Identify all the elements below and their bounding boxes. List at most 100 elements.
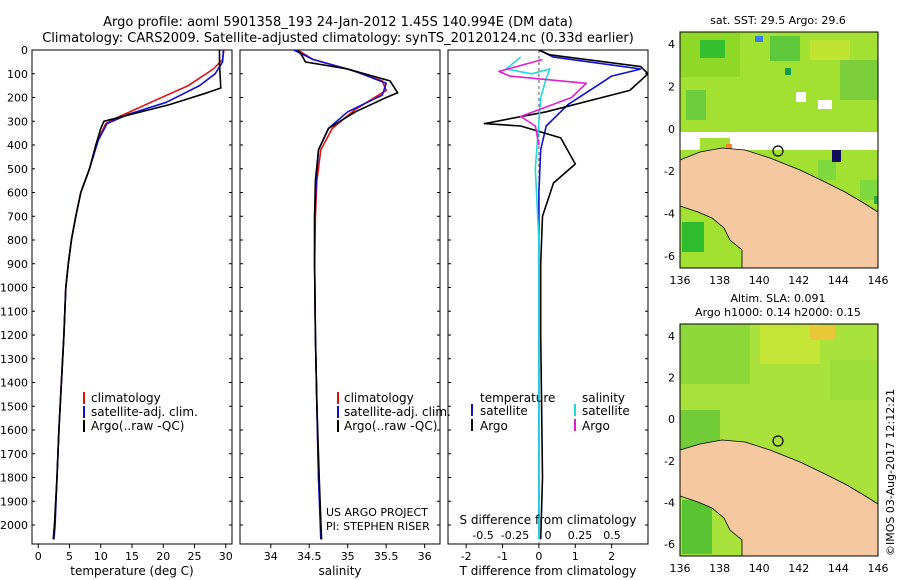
map-lon-label: 136: [670, 274, 691, 287]
legend-label: Argo(..raw -QC): [344, 419, 437, 433]
legend-label: satellite: [480, 404, 528, 418]
s-tick-label: 0.25: [568, 529, 593, 542]
sst-patch: [832, 150, 841, 162]
sla-patch: [830, 360, 878, 400]
depth-tick-label: 900: [7, 258, 28, 271]
sst-patch: [700, 40, 725, 58]
series-argo-raw-qc-: [52, 50, 222, 540]
depth-tick-label: 1600: [0, 424, 28, 437]
salinity-legend: climatology satellite-adj. clim. Argo(..…: [337, 391, 451, 433]
map-lat-label: -6: [664, 538, 675, 551]
sst-patch: [686, 90, 706, 120]
figure-subtitle: Climatology: CARS2009. Satellite-adjuste…: [42, 31, 634, 46]
salinity-panel: [239, 49, 441, 545]
depth-tick-label: 1200: [0, 329, 28, 342]
map-lon-label: 142: [788, 274, 809, 287]
imos-timestamp: ©IMOS 03-Aug-2017 12:12:21: [884, 389, 897, 556]
argo-location-marker: [772, 435, 784, 447]
sla-map-title: Altim. SLA: 0.091: [730, 292, 825, 305]
s-difference-axis-label: S difference from climatology: [460, 513, 637, 527]
sla-map-frame: [679, 323, 879, 557]
map-lon-label: 146: [868, 562, 889, 575]
map-lat-label: -4: [664, 208, 675, 221]
x-tick-label: 10: [94, 550, 108, 563]
series-climatology: [297, 50, 388, 540]
x-tick-label: 35.5: [374, 550, 399, 563]
legend-label: satellite: [582, 404, 630, 418]
depth-tick-label: 2000: [0, 519, 28, 532]
x-tick-label: -2: [461, 550, 472, 563]
series-salinity-satellite: [505, 56, 551, 540]
s-tick-label: -0.5: [472, 529, 493, 542]
x-tick-label: 20: [156, 550, 170, 563]
sst-gap: [796, 92, 806, 102]
map-lat-label: -2: [664, 455, 675, 468]
x-tick-label: 36: [418, 550, 432, 563]
map-lon-label: 144: [828, 274, 849, 287]
x-tick-label: 15: [125, 550, 139, 563]
sst-patch: [785, 68, 791, 75]
series-salinity-argo: [498, 58, 588, 146]
difference-panel: [447, 49, 649, 545]
map-lat-label: 2: [668, 372, 675, 385]
map-lon-label: 140: [749, 274, 770, 287]
map-lat-label: 4: [668, 38, 675, 51]
sst-patch: [818, 160, 836, 180]
temperature-panel: [31, 49, 233, 545]
x-tick-label: 25: [188, 550, 202, 563]
series-argo-raw-qc-: [297, 50, 399, 540]
sst-patch: [860, 180, 878, 200]
series-satellite-adj-clim-: [293, 50, 388, 540]
sst-patch: [810, 40, 850, 60]
x-tick-label: 30: [219, 550, 233, 563]
legend-label: Argo(..raw -QC): [91, 419, 184, 433]
legend-label: satellite-adj. clim.: [344, 405, 451, 419]
legend-label: climatology: [91, 391, 161, 405]
difference-legend: temperature satellite Argo salinity sate…: [471, 391, 630, 433]
x-tick-label: 1: [572, 550, 579, 563]
x-tick-label: -1: [497, 550, 508, 563]
temperature-legend: climatology satellite-adj. clim. Argo(..…: [83, 391, 198, 433]
depth-tick-label: 1400: [0, 377, 28, 390]
depth-tick-label: 1900: [0, 495, 28, 508]
depth-tick-label: 700: [7, 210, 28, 223]
project-credit: US ARGO PROJECT: [326, 506, 428, 519]
sst-patch: [874, 196, 878, 204]
sst-patch: [840, 60, 878, 100]
legend-label: climatology: [344, 391, 414, 405]
argo-location-marker: [772, 145, 784, 157]
s-tick-label: 0.5: [603, 529, 621, 542]
legend-label: satellite-adj. clim.: [91, 405, 198, 419]
pi-credit: PI: STEPHEN RISER: [326, 520, 430, 533]
map-lat-label: -4: [664, 496, 675, 509]
s-tick-label: -0.25: [501, 529, 529, 542]
figure-title: Argo profile: aoml 5901358_193 24-Jan-20…: [103, 15, 573, 30]
legend-heading-temperature: temperature: [480, 391, 555, 405]
depth-tick-label: 0: [21, 44, 28, 57]
depth-tick-label: 600: [7, 187, 28, 200]
map-lat-label: 4: [668, 330, 675, 343]
x-tick-label: 0: [35, 550, 42, 563]
s-tick-label: 0: [545, 529, 552, 542]
series-satellite-adj-clim-: [53, 50, 225, 540]
map-lat-label: 2: [668, 80, 675, 93]
legend-heading-salinity: salinity: [582, 391, 625, 405]
series-temperature-satellite: [538, 50, 642, 540]
map-lon-label: 136: [670, 562, 691, 575]
x-tick-label: 5: [66, 550, 73, 563]
x-tick-label: 34: [264, 550, 278, 563]
sst-gap: [818, 100, 832, 109]
x-tick-label: 35: [341, 550, 355, 563]
depth-tick-label: 200: [7, 92, 28, 105]
sst-patch: [755, 36, 763, 42]
depth-tick-label: 1800: [0, 472, 28, 485]
map-lat-label: -2: [664, 165, 675, 178]
map-lat-label: 0: [668, 413, 675, 426]
depth-tick-label: 1700: [0, 448, 28, 461]
sst-map: [679, 31, 879, 269]
sla-patch: [680, 324, 750, 384]
sla-map-subtitle: Argo h1000: 0.14 h2000: 0.15: [695, 306, 861, 319]
map-lat-label: -6: [664, 250, 675, 263]
map-lon-label: 146: [868, 274, 889, 287]
